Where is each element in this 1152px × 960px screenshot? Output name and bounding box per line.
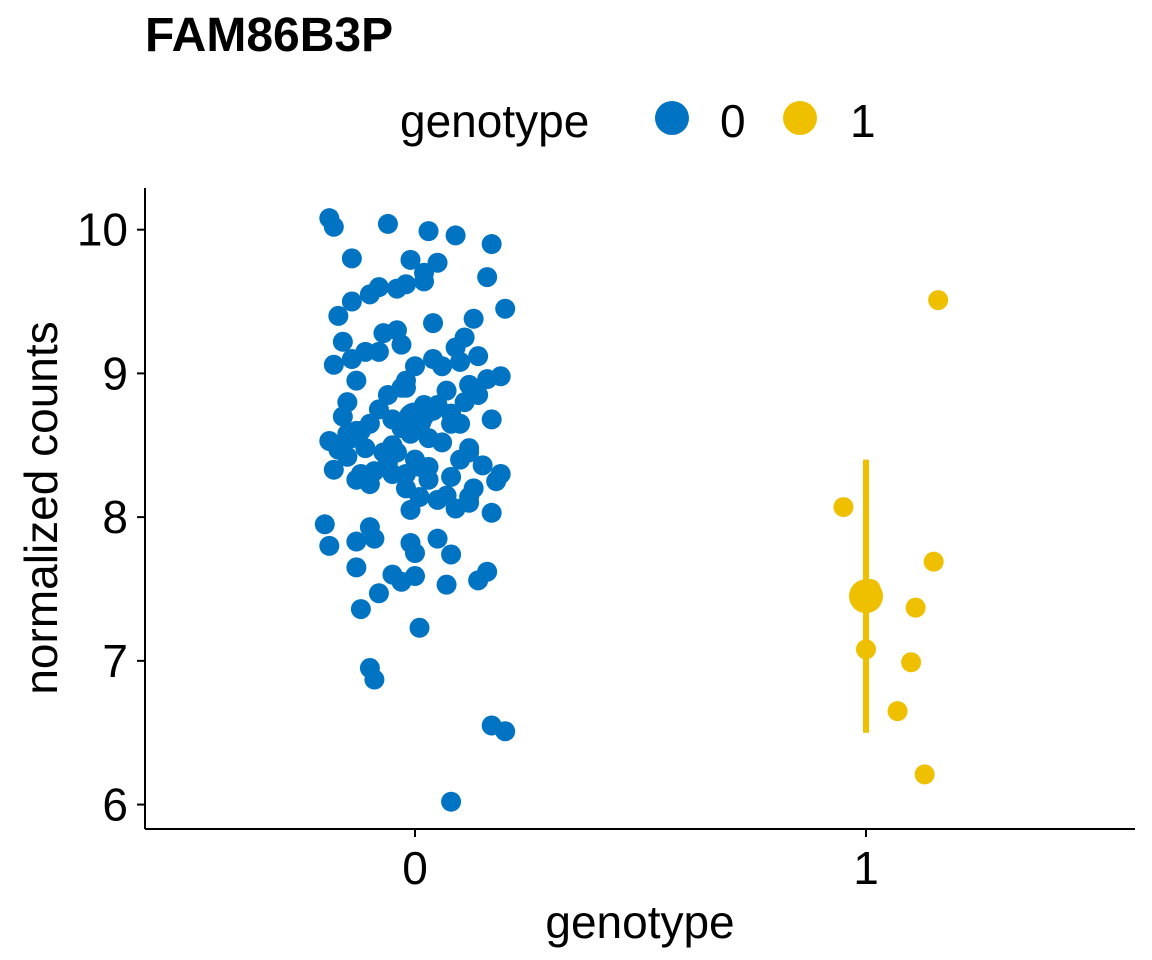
data-point-0	[377, 213, 398, 234]
data-point-0	[409, 456, 430, 477]
data-point-0	[346, 370, 367, 391]
data-point-0	[436, 380, 457, 401]
data-point-0	[436, 574, 457, 595]
data-point-0	[441, 544, 462, 565]
x-tick-label: 0	[402, 842, 428, 894]
data-point-0	[337, 392, 358, 413]
data-point-0	[328, 439, 349, 460]
y-tick-label: 6	[102, 779, 128, 831]
data-point-0	[355, 341, 376, 362]
data-point-0	[445, 337, 466, 358]
data-point-0	[450, 413, 471, 434]
data-point-0	[323, 354, 344, 375]
data-point-0	[346, 557, 367, 578]
y-tick-label: 7	[102, 635, 128, 687]
data-point-1	[833, 497, 854, 518]
data-point-0	[472, 455, 493, 476]
data-point-0	[427, 395, 448, 416]
data-point-0	[436, 485, 457, 506]
data-point-0	[368, 583, 389, 604]
data-point-0	[477, 267, 498, 288]
legend: genotype 0 1	[400, 95, 876, 147]
data-point-1	[887, 701, 908, 722]
data-point-0	[459, 438, 480, 459]
data-point-0	[486, 471, 507, 492]
data-point-1	[905, 597, 926, 618]
legend-label-1: 1	[850, 95, 876, 147]
data-point-0	[468, 346, 489, 367]
data-point-0	[337, 423, 358, 444]
data-point-0	[328, 305, 349, 326]
data-point-0	[364, 669, 385, 690]
legend-title: genotype	[400, 95, 589, 147]
legend-key-1-icon	[783, 101, 817, 135]
data-point-0	[418, 221, 439, 242]
data-point-0	[427, 528, 448, 549]
data-point-0	[395, 274, 416, 295]
data-point-0	[346, 531, 367, 552]
data-point-0	[495, 721, 516, 742]
y-tick-label: 10	[77, 204, 128, 256]
data-point-0	[459, 492, 480, 513]
data-point-0	[423, 313, 444, 334]
data-point-1	[901, 652, 922, 673]
data-point-0	[405, 356, 425, 377]
data-point-1	[914, 764, 935, 785]
data-point-0	[373, 323, 394, 344]
data-point-0	[368, 277, 389, 298]
data-point-0	[373, 442, 394, 463]
data-point-0	[319, 535, 340, 556]
data-point-0	[332, 331, 353, 352]
legend-label-0: 0	[720, 95, 746, 147]
data-point-0	[445, 225, 466, 246]
data-point-0	[405, 543, 425, 564]
y-axis-title: normalized counts	[15, 321, 67, 694]
data-point-0	[314, 514, 335, 535]
x-axis-title: genotype	[545, 896, 734, 948]
data-point-0	[350, 599, 371, 620]
data-point-0	[359, 474, 380, 495]
data-point-0	[382, 409, 403, 430]
legend-key-0-icon	[655, 101, 689, 135]
chart-title: FAM86B3P	[145, 9, 394, 62]
data-point-0	[323, 216, 344, 237]
data-point-0	[468, 384, 489, 405]
data-point-0	[441, 791, 462, 812]
data-point-0	[391, 334, 412, 355]
y-ticks: 6 7 8 9 10	[77, 204, 145, 831]
data-point-0	[427, 252, 448, 273]
data-point-0	[341, 291, 362, 312]
data-point-0	[323, 459, 344, 480]
summary-marks	[398, 402, 883, 733]
data-point-1	[923, 551, 944, 572]
data-point-0	[341, 248, 362, 269]
data-point-0	[441, 466, 462, 487]
data-point-0	[463, 308, 484, 329]
x-tick-label: 1	[853, 842, 879, 894]
data-point-0	[405, 566, 425, 587]
data-point-1	[928, 290, 949, 311]
data-point-0	[495, 298, 516, 319]
data-point-0	[414, 271, 435, 292]
data-point-0	[409, 617, 430, 638]
data-points	[314, 208, 949, 812]
data-point-0	[481, 234, 502, 255]
data-point-0	[481, 409, 502, 430]
data-point-0	[355, 438, 376, 459]
data-point-0	[468, 570, 489, 591]
mean-point-1	[849, 579, 883, 614]
mean-point-0	[398, 402, 432, 437]
data-point-0	[391, 377, 412, 398]
data-point-0	[432, 356, 453, 377]
data-point-0	[400, 499, 421, 520]
data-point-0	[490, 366, 511, 387]
y-tick-label: 9	[102, 347, 128, 399]
data-point-0	[364, 528, 385, 549]
data-point-0	[400, 249, 421, 270]
y-tick-label: 8	[102, 491, 128, 543]
data-point-0	[481, 502, 502, 523]
